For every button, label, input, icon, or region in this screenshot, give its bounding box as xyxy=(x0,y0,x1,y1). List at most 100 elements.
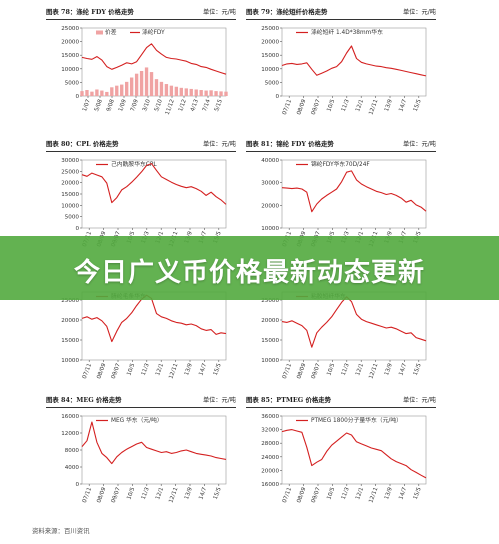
x-tick-label: 1/09 xyxy=(118,98,128,112)
y-tick-label: 4000 xyxy=(65,465,80,471)
legend-label: 己内酰胺华东CPL xyxy=(111,160,157,168)
price-line xyxy=(81,421,227,465)
y-tick-label: 25000 xyxy=(261,298,279,304)
spread-bar xyxy=(164,84,169,96)
chart-header: 图表 84：MEG 价格走势 单位：元/吨 xyxy=(46,394,236,408)
x-tick-label: 13/9 xyxy=(384,486,394,500)
price-line xyxy=(281,170,427,213)
y-tick-label: 20000 xyxy=(261,40,279,46)
spread-bar xyxy=(189,88,193,96)
spread-bar xyxy=(214,91,218,96)
spread-bar xyxy=(85,90,89,96)
y-tick-label: 15000 xyxy=(261,338,279,344)
legend-label: 锦纶FDY华东70D/24F xyxy=(311,160,370,168)
x-tick-label: 12/1 xyxy=(155,362,165,376)
y-tick-label: 20000 xyxy=(261,203,279,209)
x-tick-label: 14/7 xyxy=(398,98,408,112)
x-tick-label: 07/11 xyxy=(82,362,93,380)
x-tick-label: 09/07 xyxy=(311,486,322,504)
spread-bar xyxy=(115,85,119,96)
chart-title: 图表 78：涤纶 FDY 价格走势 xyxy=(46,8,134,16)
x-tick-label: 12/1 xyxy=(355,362,365,376)
x-tick-label: 10/5 xyxy=(126,362,136,376)
x-tick-label: 13/9 xyxy=(184,362,194,376)
x-tick-label: 5/08 xyxy=(94,98,104,112)
x-tick-label: 11/3 xyxy=(341,362,351,376)
x-tick-label: 7/14 xyxy=(202,98,212,112)
x-tick-label: 12/1 xyxy=(355,486,365,500)
x-tick-label: 09/07 xyxy=(111,362,122,380)
y-tick-label: 16000 xyxy=(61,414,79,420)
y-tick-label: 5000 xyxy=(65,215,80,221)
spread-bar xyxy=(139,70,144,96)
spread-bar xyxy=(134,73,139,96)
price-line xyxy=(281,45,427,77)
y-tick-label: 5000 xyxy=(65,80,80,86)
y-tick-label: 12000 xyxy=(61,431,79,437)
x-tick-label: 7/09 xyxy=(130,98,140,112)
chart-title: 图表 79：涤纶短纤价格走势 xyxy=(246,8,328,16)
y-tick-label: 10000 xyxy=(61,67,79,73)
chart-unit: 单位：元/吨 xyxy=(202,141,236,148)
x-tick-label: 11/3 xyxy=(341,486,351,500)
y-tick-label: 0 xyxy=(75,226,79,232)
spread-bar xyxy=(95,89,99,96)
y-tick-label: 16000 xyxy=(261,482,279,488)
y-tick-label: 20000 xyxy=(61,181,79,187)
x-tick-label: 12/11 xyxy=(368,98,379,116)
chart-title: 图表 81：锦纶 FDY 价格走势 xyxy=(246,140,334,148)
legend-swatch xyxy=(96,30,103,35)
x-tick-label: 12/11 xyxy=(168,486,179,504)
chart-unit: 单位：元/吨 xyxy=(202,9,236,16)
spread-bar xyxy=(125,81,129,96)
spread-bar xyxy=(100,90,104,96)
legend-label: 价差 xyxy=(105,28,117,36)
legend-label: PTMEG 1800分子量华东（元/吨） xyxy=(311,416,402,424)
x-tick-label: 1/12 xyxy=(178,99,188,113)
chart-svg: 0 4000 8000 12000 16000 07/11 08/09 09/07 10/5 11… xyxy=(61,414,227,504)
x-tick-label: 15/5 xyxy=(413,98,423,112)
plot-frame xyxy=(281,27,427,97)
legend-label: 涤纶FDY xyxy=(142,28,165,36)
x-tick-label: 15/5 xyxy=(413,362,423,376)
source-note: 资料来源：百川资讯 xyxy=(32,527,90,535)
plot-frame xyxy=(81,27,227,97)
x-tick-label: 08/09 xyxy=(296,98,307,116)
spread-bar xyxy=(105,91,109,96)
spread-bar xyxy=(204,90,208,96)
legend-label: 涤纶短纤 1.4D*38mm华东 xyxy=(311,28,383,36)
chart-title: 图表 80：CPL 价格走势 xyxy=(46,140,119,148)
chart-title: 图表 85：PTMEG 价格走势 xyxy=(246,396,332,404)
x-tick-label: 11/3 xyxy=(141,486,151,500)
price-line xyxy=(281,296,427,348)
x-tick-label: 11/3 xyxy=(141,362,151,376)
spread-bar xyxy=(184,88,188,96)
y-tick-label: 0 xyxy=(75,94,79,100)
x-tick-label: 09/07 xyxy=(311,98,322,116)
spread-bar xyxy=(80,91,84,96)
spread-bar xyxy=(224,91,228,96)
x-tick-label: 12/11 xyxy=(368,486,379,504)
spread-bar xyxy=(120,84,124,96)
chart-header: 图表 81：锦纶 FDY 价格走势 单位：元/吨 xyxy=(246,138,436,152)
chart-svg: 0 5000 10000 15000 20000 25000 07/11 08/09 09/07… xyxy=(261,26,427,116)
chart-svg: 10000 15000 20000 25000 07/11 08/09 09/07 10/5 1… xyxy=(61,291,227,380)
spread-bar xyxy=(159,81,164,96)
y-tick-label: 20000 xyxy=(61,40,79,46)
chart-svg: 10000 15000 20000 25000 07/11 08/09 09/07 10/5 1… xyxy=(261,291,427,380)
x-tick-label: 13/9 xyxy=(184,486,194,500)
plot-frame xyxy=(81,291,227,361)
spread-bar xyxy=(129,77,134,96)
x-tick-label: 08/09 xyxy=(296,362,307,380)
x-tick-label: 11/12 xyxy=(165,99,176,116)
x-tick-label: 10/5 xyxy=(326,98,336,112)
y-tick-label: 25000 xyxy=(61,298,79,304)
price-line xyxy=(81,43,227,75)
price-line xyxy=(281,429,427,479)
spread-bar xyxy=(149,72,154,96)
x-tick-label: 10/5 xyxy=(326,486,336,500)
plot-frame xyxy=(281,291,427,361)
y-tick-label: 30000 xyxy=(261,181,279,187)
spread-bar xyxy=(179,87,183,96)
y-tick-label: 15000 xyxy=(61,53,79,59)
